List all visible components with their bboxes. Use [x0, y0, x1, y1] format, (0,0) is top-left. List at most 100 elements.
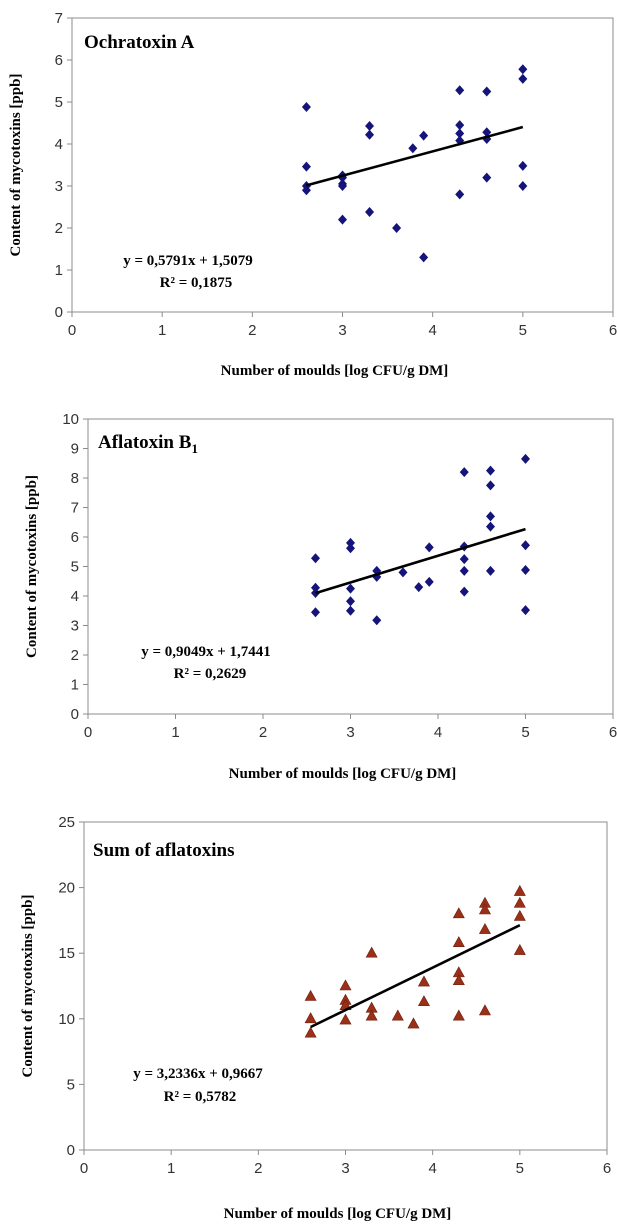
y-tick-label: 15 [58, 945, 75, 962]
data-point [391, 1009, 404, 1021]
chart-title-subscript: 1 [191, 441, 198, 456]
data-point [521, 540, 530, 551]
data-point [521, 605, 530, 616]
data-point [346, 605, 355, 616]
data-point [346, 583, 355, 594]
y-tick-label: 6 [55, 52, 63, 69]
y-tick-label: 25 [58, 814, 75, 831]
chart-title: Ochratoxin A [84, 32, 195, 53]
y-axis-label: Content of mycotoxins [ppb] [24, 475, 40, 658]
trendline [315, 527, 526, 595]
data-point [407, 1017, 420, 1029]
x-tick-label: 6 [603, 1160, 611, 1177]
x-tick-label: 3 [338, 322, 346, 339]
data-point [486, 465, 495, 476]
chart-title-text: Ochratoxin A [84, 32, 195, 53]
data-point [452, 907, 465, 919]
x-tick-label: 5 [519, 322, 527, 339]
x-tick-label: 3 [341, 1160, 349, 1177]
chart-1: 0 1 2 3 4 5 6 7 0 1 2 3 4 5 6 Number of moulds [log CFU… [8, 10, 617, 379]
x-axis-label: Number of moulds [log CFU/g DM] [221, 363, 449, 379]
x-axis-label: Number of moulds [log CFU/g DM] [229, 766, 457, 782]
chart-2: 0 1 2 3 4 5 6 7 8 9 10 0 1 2 3 4 5 6 Number of moulds [log… [24, 411, 617, 782]
data-point [346, 537, 355, 548]
data-point [424, 542, 434, 553]
y-tick-label: 10 [58, 1011, 75, 1028]
data-point [518, 64, 528, 75]
data-point [478, 1004, 491, 1016]
y-tick-label: 3 [71, 618, 79, 635]
y-tick-label: 2 [71, 647, 79, 664]
regression-equation: y = 3,2336x + 0,9667 [133, 1066, 263, 1082]
x-tick-label: 5 [516, 1160, 524, 1177]
x-tick-label: 6 [609, 322, 617, 339]
y-axis-label: Content of mycotoxins [ppb] [20, 895, 36, 1078]
y-axis-label: Content of mycotoxins [ppb] [8, 74, 24, 257]
data-point [339, 1013, 352, 1025]
data-point [372, 615, 382, 626]
data-point [365, 946, 378, 958]
x-tick-label: 5 [521, 724, 529, 741]
data-point [346, 543, 355, 554]
data-point [346, 596, 355, 607]
data-point [311, 607, 320, 618]
y-tick-label: 6 [71, 529, 79, 546]
data-point [452, 1009, 465, 1021]
data-point [459, 565, 469, 576]
data-point [417, 975, 430, 987]
data-point [518, 181, 528, 191]
data-point [513, 896, 526, 908]
x-tick-label: 2 [248, 322, 256, 339]
y-tick-label: 3 [55, 178, 63, 195]
data-point [304, 1012, 317, 1024]
y-tick-label: 9 [71, 441, 79, 458]
data-point [417, 995, 430, 1007]
data-point [338, 181, 347, 191]
data-point [365, 1009, 378, 1021]
data-point [365, 120, 375, 131]
y-tick-label: 4 [55, 136, 63, 153]
data-point [478, 903, 491, 915]
x-tick-label: 1 [158, 322, 166, 339]
r-squared: R² = 0,1875 [160, 275, 233, 291]
x-tick-label: 4 [428, 1160, 436, 1177]
data-point [419, 252, 429, 263]
regression-equation: y = 0,5791x + 1,5079 [123, 253, 253, 269]
data-point [486, 511, 495, 522]
x-tick-label: 6 [609, 724, 617, 741]
r-squared: R² = 0,2629 [174, 666, 247, 682]
data-point [459, 554, 469, 565]
data-point [455, 85, 465, 96]
plot-area [87, 418, 614, 715]
data-point [301, 185, 311, 196]
y-tick-label: 0 [71, 706, 79, 723]
y-tick-label: 2 [55, 220, 63, 237]
y-tick-label: 4 [71, 588, 79, 605]
chart-title-text: Sum of aflatoxins [93, 840, 234, 861]
y-tick-label: 7 [71, 500, 79, 517]
data-point [452, 936, 465, 948]
data-point [482, 86, 492, 97]
y-tick-label: 20 [58, 880, 75, 897]
x-tick-label: 4 [428, 322, 436, 339]
data-point [414, 582, 424, 593]
data-point [301, 161, 311, 172]
data-point [301, 102, 311, 113]
y-tick-label: 8 [71, 470, 79, 487]
x-tick-label: 0 [84, 724, 92, 741]
y-tick-label: 1 [55, 262, 63, 279]
data-point [392, 223, 402, 233]
data-point [521, 565, 530, 576]
data-point [304, 1026, 317, 1038]
data-point [513, 884, 526, 896]
x-tick-label: 2 [254, 1160, 262, 1177]
chart-title: Aflatoxin B1 [98, 432, 198, 456]
trendline [310, 924, 521, 1029]
data-point [486, 480, 495, 491]
data-point [424, 576, 434, 587]
data-point [513, 909, 526, 921]
y-tick-label: 5 [67, 1076, 75, 1093]
data-point [419, 130, 429, 141]
data-point [518, 73, 528, 84]
